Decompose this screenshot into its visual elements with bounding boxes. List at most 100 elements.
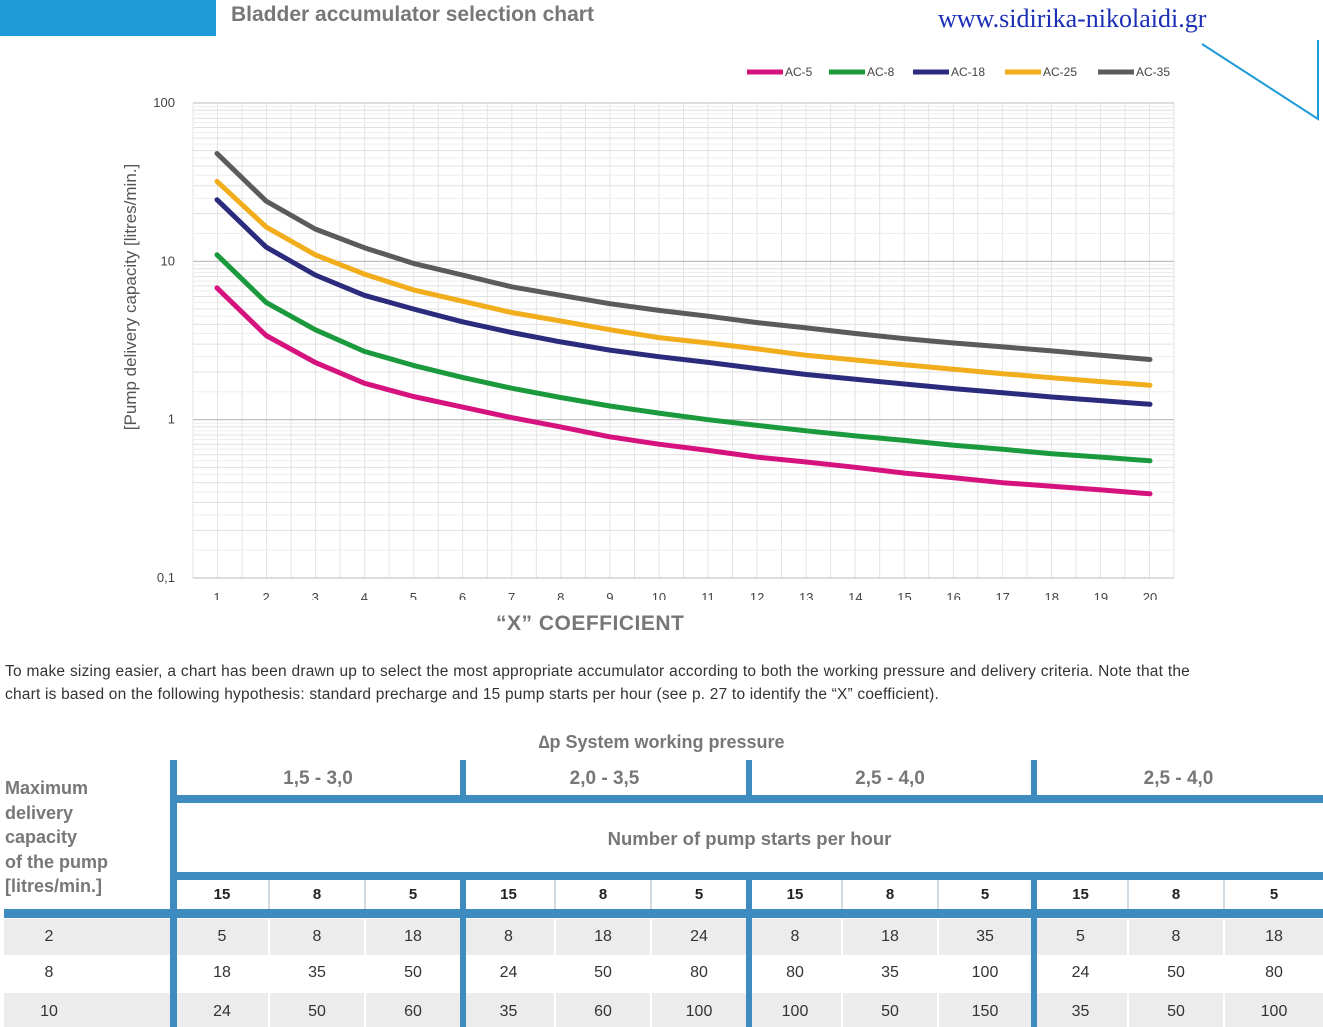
pump-starts-value: 8 xyxy=(312,886,322,903)
pump-starts-value: 15 xyxy=(500,886,517,903)
x-tick-label: 1 xyxy=(213,590,220,600)
table-cell-value: 50 xyxy=(1167,1003,1185,1020)
table-frame xyxy=(4,760,1323,1027)
x-tick-label: 2 xyxy=(262,590,269,600)
table-vertical-bar xyxy=(460,760,466,797)
table-cell-value: 35 xyxy=(1071,1003,1090,1020)
pump-starts-value: 15 xyxy=(213,886,231,903)
table-vertical-bar xyxy=(170,760,177,1027)
table-cell-value: 18 xyxy=(213,964,231,981)
x-tick-label: 10 xyxy=(652,590,666,600)
legend-label: AC-8 xyxy=(867,65,895,79)
pump-starts-value: 15 xyxy=(1072,886,1089,903)
series-line-ac-18 xyxy=(214,197,1153,407)
table-horizontal-bar xyxy=(4,909,1323,918)
table-title: ∆p System working pressure xyxy=(538,732,785,752)
x-tick-label: 4 xyxy=(361,590,368,600)
pump-starts-value: 5 xyxy=(1269,886,1279,903)
table-cell-value: 50 xyxy=(308,1003,326,1020)
pump-starts-value: 8 xyxy=(1171,886,1181,903)
x-tick-label: 11 xyxy=(701,590,715,600)
series-line-ac-8 xyxy=(214,252,1153,464)
legend-label: AC-5 xyxy=(785,65,813,79)
x-tick-label: 19 xyxy=(1094,590,1108,600)
pump-starts-value: 5 xyxy=(980,886,990,903)
table-cell-value: 80 xyxy=(1265,964,1283,981)
y-tick-label: 10 xyxy=(161,253,175,268)
table-cell-value: 60 xyxy=(594,1003,612,1020)
pressure-range-2: 2,0 - 3,5 xyxy=(569,768,640,789)
x-tick-label: 8 xyxy=(557,590,564,600)
table-cell-value: 100 xyxy=(1260,1003,1288,1020)
pressure-range-1: 1,5 - 3,0 xyxy=(283,768,353,789)
row-header-line: Maximum xyxy=(5,778,89,798)
x-tick-label: 12 xyxy=(750,590,764,600)
table-cell-value: 35 xyxy=(308,964,326,981)
table-cell-value: 50 xyxy=(881,1003,899,1020)
table-cell-value: 18 xyxy=(404,928,422,945)
table-cell-value: 24 xyxy=(690,928,708,945)
x-tick-label: 14 xyxy=(848,590,862,600)
row-header-line: capacity xyxy=(5,827,78,847)
x-tick-label: 13 xyxy=(799,590,813,600)
table-cell-value: 18 xyxy=(594,928,612,945)
row-background xyxy=(4,993,1323,1027)
legend-label: AC-35 xyxy=(1136,65,1170,79)
y-tick-label: 100 xyxy=(153,95,175,110)
x-tick-label: 7 xyxy=(508,590,515,600)
table-cell-value: 18 xyxy=(881,928,899,945)
pump-starts-title: Number of pump starts per hour xyxy=(607,828,892,849)
series-line-ac-35 xyxy=(214,151,1153,362)
row-header-line: of the pump xyxy=(5,851,108,872)
pump-starts-value: 5 xyxy=(694,886,704,903)
header-accent-bar xyxy=(0,0,216,36)
x-tick-label: 6 xyxy=(459,590,466,600)
table-horizontal-bar xyxy=(170,872,1323,880)
table-cell-value: 100 xyxy=(781,1003,809,1020)
table-cell-value: 18 xyxy=(1265,928,1283,945)
row-header-title: Maximum delivery capacity of the pump [l… xyxy=(5,776,108,899)
table-cell-value: 100 xyxy=(971,964,999,981)
table-vertical-bar xyxy=(1031,874,1037,1027)
row-header-line: [litres/min.] xyxy=(5,876,103,896)
table-vertical-bar xyxy=(1031,760,1037,797)
table-cell-value: 80 xyxy=(690,964,708,981)
capacity-value: 8 xyxy=(44,964,54,981)
table-cell-value: 24 xyxy=(499,964,518,981)
series-line-ac-25 xyxy=(214,178,1153,388)
table-cell-value: 5 xyxy=(1076,928,1085,945)
table-cell-value: 60 xyxy=(404,1003,422,1020)
pressure-range-4: 2,5 - 4,0 xyxy=(1143,768,1214,789)
table-cell-value: 35 xyxy=(881,964,899,981)
corner-decoration xyxy=(1201,40,1319,121)
x-tick-label: 9 xyxy=(606,590,613,600)
table-cell-value: 80 xyxy=(786,964,804,981)
table-cell-value: 50 xyxy=(1167,964,1185,981)
table-cell-value: 8 xyxy=(1171,928,1181,945)
pump-starts-value: 15 xyxy=(786,886,804,903)
chart-description: To make sizing easier, a chart has been … xyxy=(5,663,1190,703)
x-tick-label: 18 xyxy=(1045,590,1059,600)
row-background xyxy=(4,919,1323,955)
y-tick-label: 1 xyxy=(168,412,175,427)
table-cell-value: 50 xyxy=(404,964,422,981)
x-tick-label: 20 xyxy=(1143,590,1157,600)
x-tick-label: 15 xyxy=(897,590,911,600)
table-cell-value: 50 xyxy=(594,964,612,981)
pump-starts-value: 8 xyxy=(885,886,895,903)
capacity-value: 2 xyxy=(44,928,54,945)
table-vertical-bar xyxy=(746,760,752,797)
table-cell-value: 8 xyxy=(312,928,322,945)
capacity-value: 10 xyxy=(40,1003,58,1020)
table-cell-value: 35 xyxy=(976,928,994,945)
table-cell-value: 24 xyxy=(213,1003,231,1020)
table-cell-value: 8 xyxy=(504,928,513,945)
table-cell-value: 8 xyxy=(790,928,800,945)
series-line-ac-5 xyxy=(214,285,1153,497)
website-url[interactable]: www.sidirika-nikolaidi.gr xyxy=(938,4,1207,33)
table-vertical-bar xyxy=(460,874,466,1027)
x-tick-label: 17 xyxy=(995,590,1009,600)
table-cell-value: 24 xyxy=(1071,964,1090,981)
y-tick-label: 0,1 xyxy=(157,570,175,585)
